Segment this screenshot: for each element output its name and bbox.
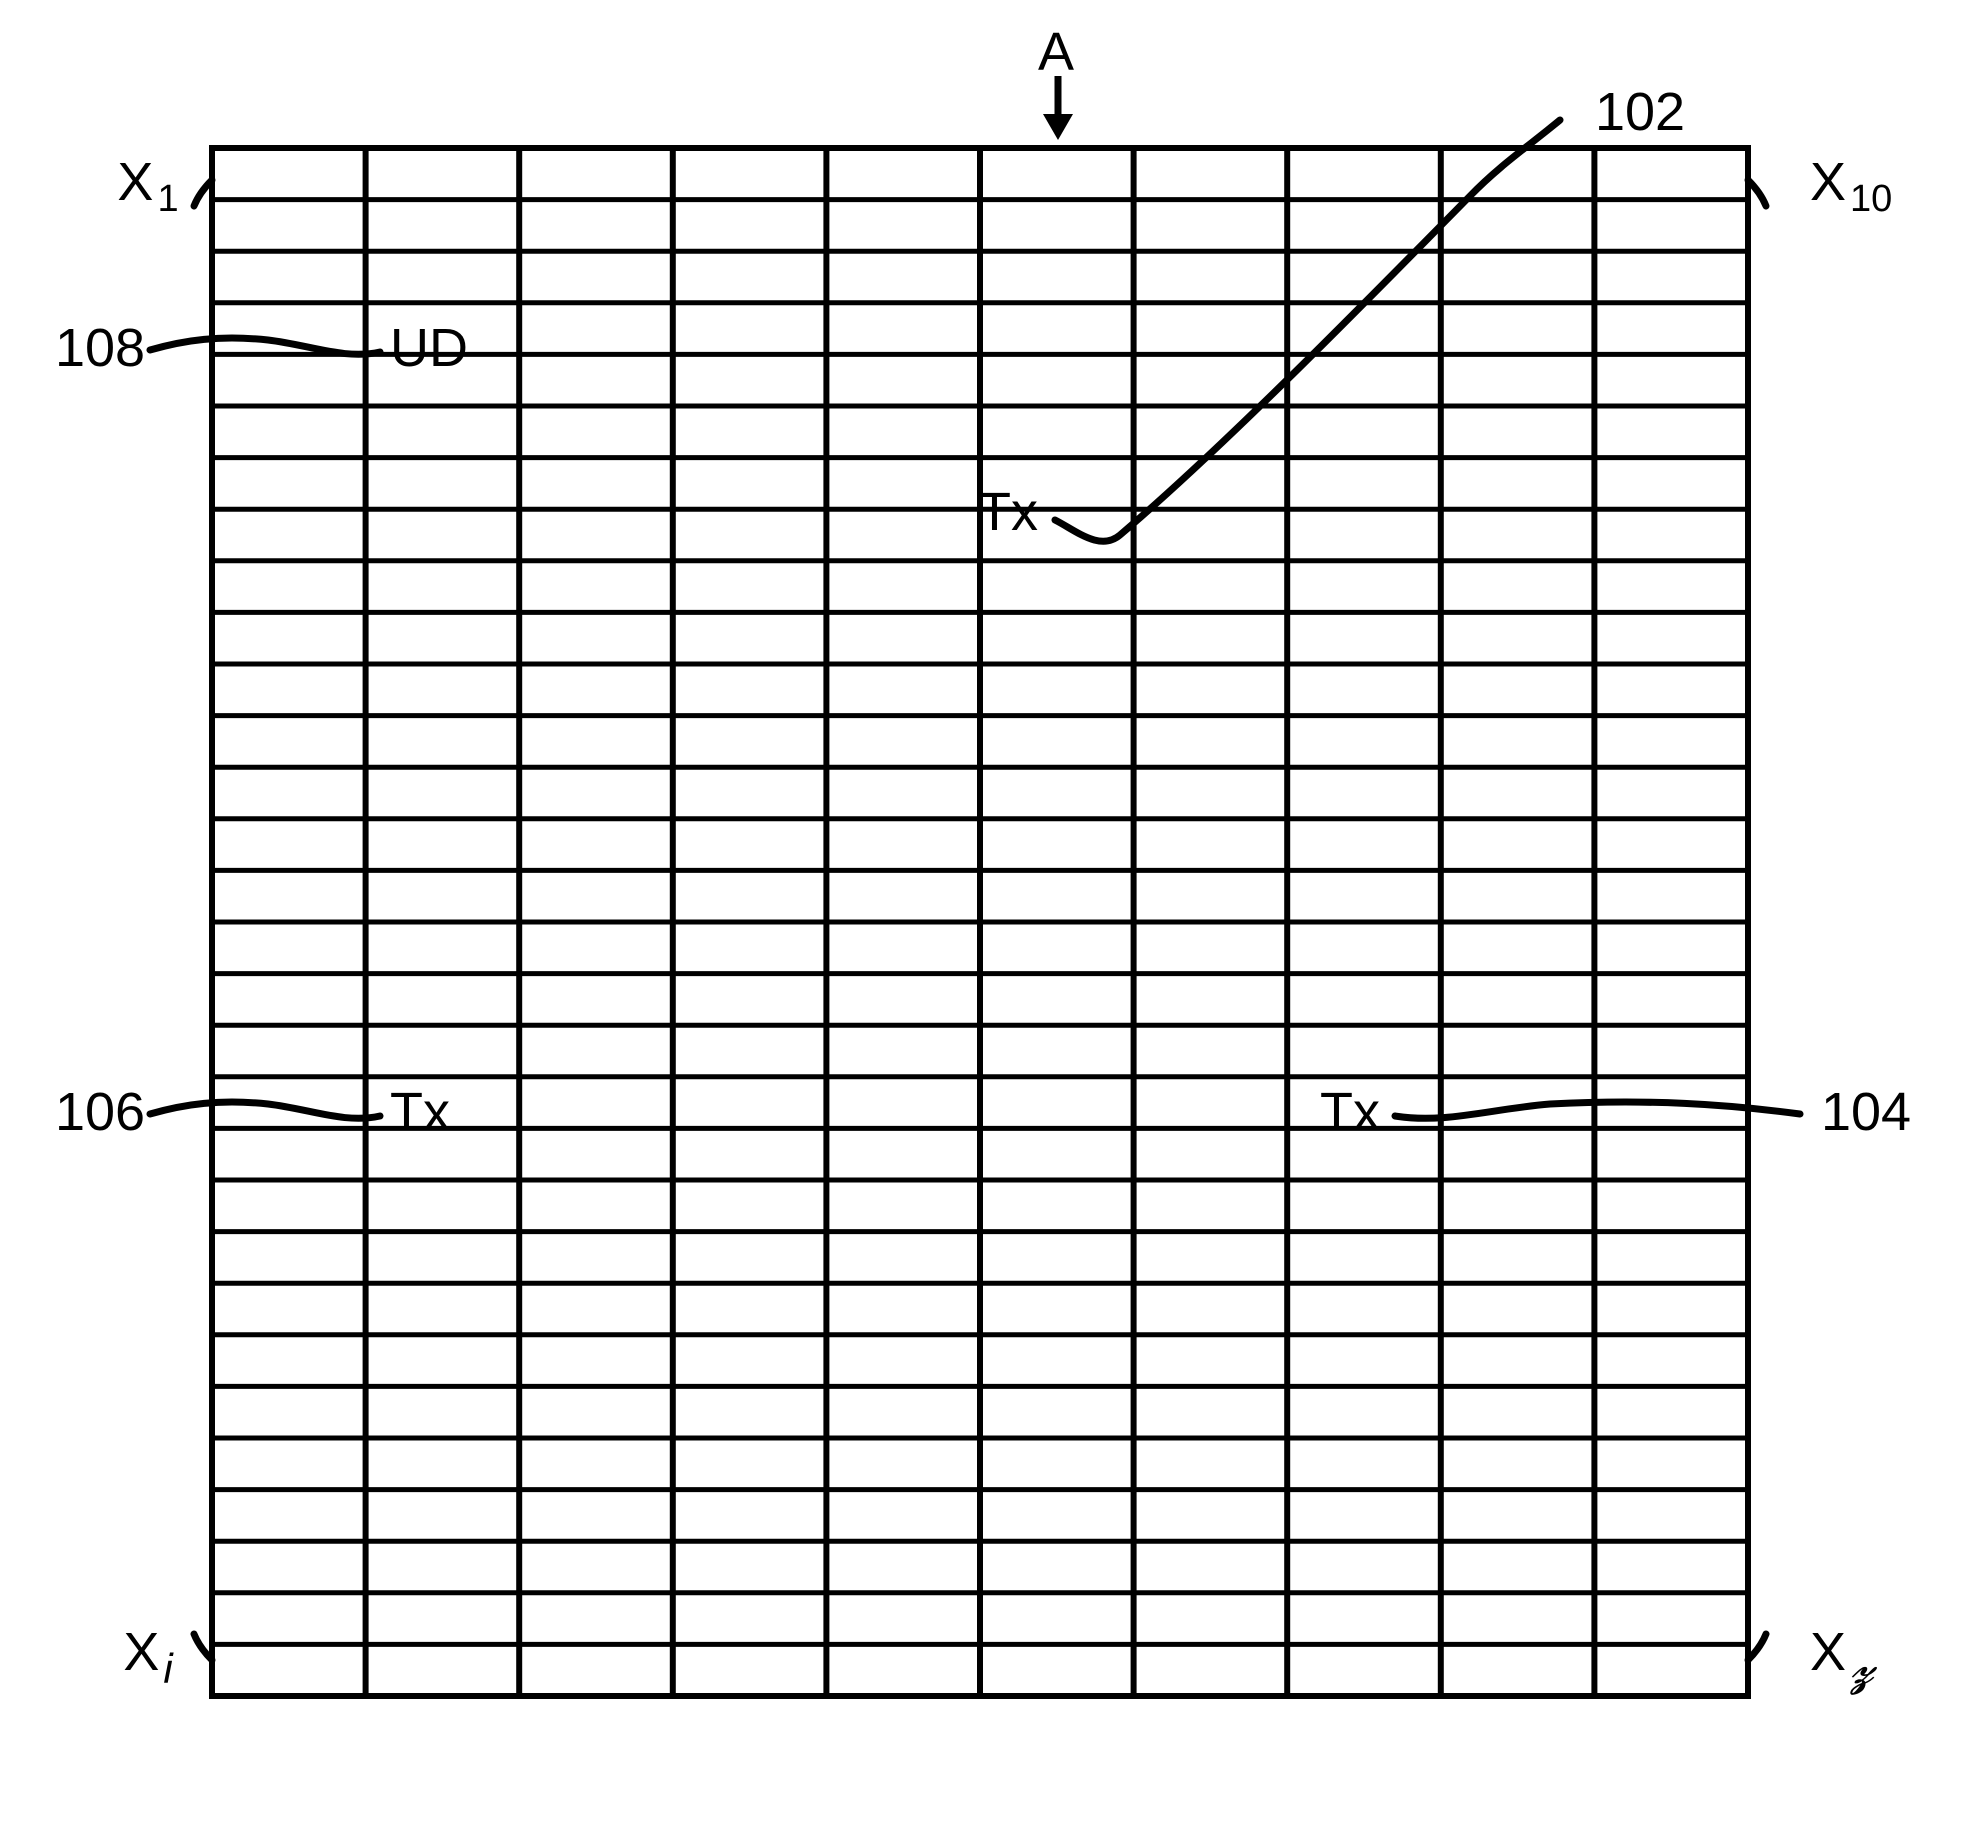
label-A: A xyxy=(1038,22,1074,82)
grid xyxy=(212,148,1748,1696)
label-X10: X10 xyxy=(1810,152,1892,220)
label-UD: UD xyxy=(390,318,468,378)
label-Xi: Xi xyxy=(123,1622,174,1692)
label-n104: 104 xyxy=(1821,1082,1911,1142)
label-Xz: X𝔃 xyxy=(1810,1622,1878,1695)
diagram-svg: A X1 X10 Xi X𝔃 102 104 106 108 UD Tx Tx Tx xyxy=(0,0,1972,1831)
label-n108: 108 xyxy=(55,318,145,378)
label-Tx_106: Tx xyxy=(390,1082,450,1142)
label-X1: X1 xyxy=(117,152,178,220)
label-n102: 102 xyxy=(1595,82,1685,142)
label-Tx_102: Tx xyxy=(978,482,1038,542)
leader-104 xyxy=(1395,1102,1800,1118)
leader-108 xyxy=(150,338,380,354)
label-a-arrow-head xyxy=(1043,114,1073,140)
leader-106 xyxy=(150,1102,380,1118)
label-n106: 106 xyxy=(55,1082,145,1142)
label-Tx_104: Tx xyxy=(1320,1082,1380,1142)
